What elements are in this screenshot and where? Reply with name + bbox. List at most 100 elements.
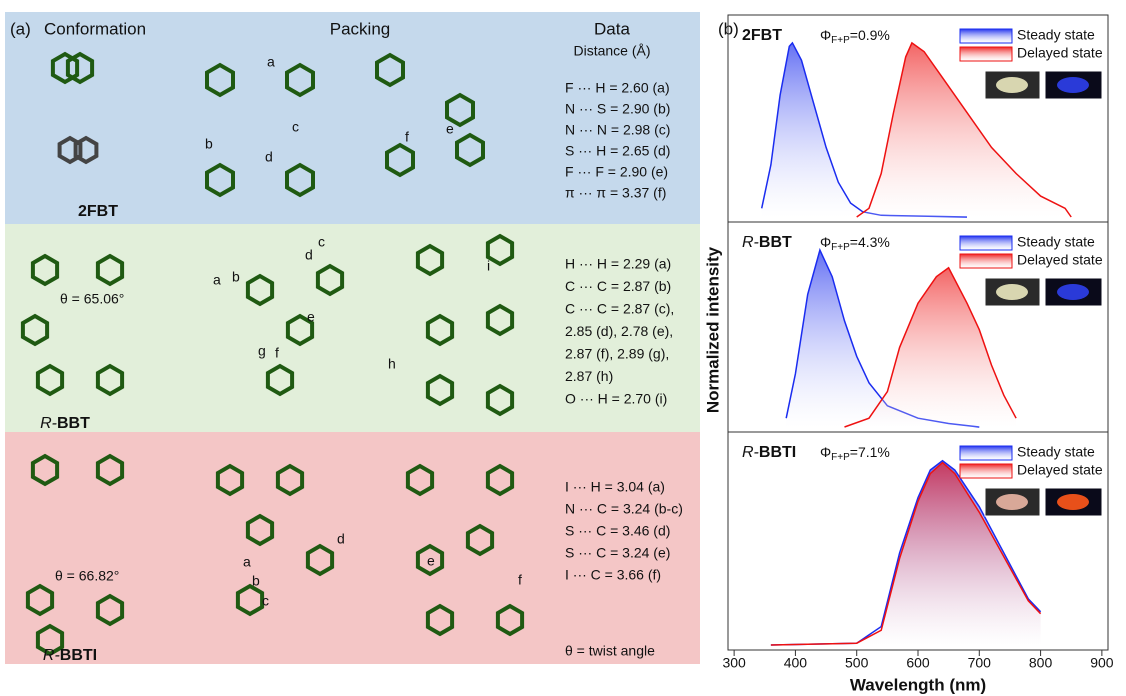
- distance-line: N ··· C = 3.24 (b-c): [565, 501, 683, 517]
- spectrum-area: [857, 43, 1072, 217]
- compound-label: R-BBT: [742, 234, 792, 251]
- distance-line: S ··· H = 2.65 (d): [565, 143, 670, 159]
- distance-line: 2.87 (h): [565, 368, 613, 384]
- legend-label: Delayed state: [1017, 462, 1103, 478]
- distance-line: F ··· H = 2.60 (a): [565, 80, 670, 96]
- photo-sample: [996, 77, 1028, 93]
- distance-line: 2.85 (d), 2.78 (e),: [565, 323, 673, 339]
- note: θ = twist angle: [565, 643, 655, 659]
- figure: (a) Conformation Packing Data Distance (…: [0, 0, 1126, 696]
- x-tick-label: 600: [906, 655, 930, 671]
- photo-sample: [1057, 494, 1089, 510]
- label-italic: R-: [43, 647, 60, 664]
- phi-value: =4.3%: [850, 234, 890, 250]
- x-tick-label: 900: [1090, 655, 1114, 671]
- contact-label: c: [262, 593, 269, 609]
- contact-label: e: [446, 121, 454, 137]
- phi: Φ: [820, 234, 831, 250]
- phi-sub: F+P: [831, 35, 850, 46]
- legend-label: Delayed state: [1017, 252, 1103, 268]
- label-italic: R-: [742, 444, 759, 461]
- twist-angle: θ = 66.82°: [55, 568, 119, 584]
- contact-label: f: [405, 129, 409, 145]
- distance-line: S ··· C = 3.46 (d): [565, 523, 670, 539]
- legend-label: Delayed state: [1017, 45, 1103, 61]
- contact-label: b: [252, 573, 260, 589]
- legend-swatch: [960, 464, 1012, 478]
- compound-label: R-BBTI: [43, 647, 97, 664]
- twist-angle: θ = 65.06°: [60, 291, 124, 307]
- contact-label: i: [487, 258, 490, 274]
- contact-label: g: [258, 343, 266, 359]
- header: Distance (Å): [573, 43, 650, 59]
- header: Conformation: [44, 19, 146, 38]
- photo-sample: [996, 284, 1028, 300]
- header: Data: [594, 19, 630, 38]
- phi: Φ: [820, 27, 831, 43]
- contact-label: e: [427, 553, 435, 569]
- contact-label: a: [267, 54, 275, 70]
- label-italic: R-: [40, 415, 57, 432]
- phi-value: =7.1%: [850, 444, 890, 460]
- compound-label: R-BBT: [40, 415, 90, 432]
- x-tick-label: 700: [968, 655, 992, 671]
- distance-line: F ··· F = 2.90 (e): [565, 164, 668, 180]
- contact-label: d: [265, 149, 273, 165]
- phi: Φ: [820, 444, 831, 460]
- photo-sample: [1057, 284, 1089, 300]
- legend-swatch: [960, 29, 1012, 43]
- compound-label: 2FBT: [78, 203, 118, 220]
- distance-line: H ··· H = 2.29 (a): [565, 256, 671, 272]
- quantum-yield: ΦF+P=4.3%: [820, 234, 890, 253]
- distance-line: C ··· C = 2.87 (b): [565, 278, 671, 294]
- contact-label: a: [243, 554, 251, 570]
- contact-label: f: [275, 345, 279, 361]
- contact-label: c: [318, 234, 325, 250]
- legend-label: Steady state: [1017, 444, 1095, 460]
- y-label: Normalized intensity: [703, 246, 722, 413]
- contact-label: c: [292, 119, 299, 135]
- legend-swatch: [960, 254, 1012, 268]
- x-tick-label: 300: [722, 655, 746, 671]
- label-bold: BBTI: [759, 444, 796, 461]
- label-italic: R-: [742, 234, 759, 251]
- contact-label: a: [213, 272, 221, 288]
- legend-label: Steady state: [1017, 234, 1095, 250]
- compound-label: R-BBTI: [742, 444, 796, 461]
- distance-line: N ··· N = 2.98 (c): [565, 122, 670, 138]
- contact-label: b: [232, 269, 240, 285]
- label-bold: BBT: [759, 234, 792, 251]
- x-tick-label: 400: [784, 655, 808, 671]
- contact-label: h: [388, 356, 396, 372]
- distance-line: C ··· C = 2.87 (c),: [565, 301, 674, 317]
- phi-sub: F+P: [831, 242, 850, 253]
- legend-swatch: [960, 446, 1012, 460]
- phi-sub: F+P: [831, 452, 850, 463]
- phi-value: =0.9%: [850, 27, 890, 43]
- x-tick-label: 800: [1029, 655, 1053, 671]
- distance-line: N ··· S = 2.90 (b): [565, 101, 670, 117]
- label-bold: 2FBT: [78, 203, 118, 220]
- photo-sample: [1057, 77, 1089, 93]
- label-bold: BBT: [57, 415, 90, 432]
- photo-sample: [996, 494, 1028, 510]
- distance-line: 2.87 (f), 2.89 (g),: [565, 346, 669, 362]
- distance-line: S ··· C = 3.24 (e): [565, 545, 670, 561]
- legend-label: Steady state: [1017, 27, 1095, 43]
- distance-line: O ··· H = 2.70 (i): [565, 391, 667, 407]
- x-tick-label: 500: [845, 655, 869, 671]
- quantum-yield: ΦF+P=7.1%: [820, 444, 890, 463]
- distance-line: π ··· π = 3.37 (f): [565, 185, 666, 201]
- distance-line: I ··· H = 3.04 (a): [565, 479, 665, 495]
- legend-swatch: [960, 236, 1012, 250]
- legend-swatch: [960, 47, 1012, 61]
- distance-line: I ··· C = 3.66 (f): [565, 567, 661, 583]
- compound-label: 2FBT: [742, 27, 782, 44]
- contact-label: d: [337, 531, 345, 547]
- contact-label: b: [205, 136, 213, 152]
- label-bold: BBTI: [60, 647, 97, 664]
- x-label: Wavelength (nm): [850, 675, 986, 694]
- label-bold: 2FBT: [742, 27, 782, 44]
- contact-label: e: [307, 309, 315, 325]
- contact-label: d: [305, 247, 313, 263]
